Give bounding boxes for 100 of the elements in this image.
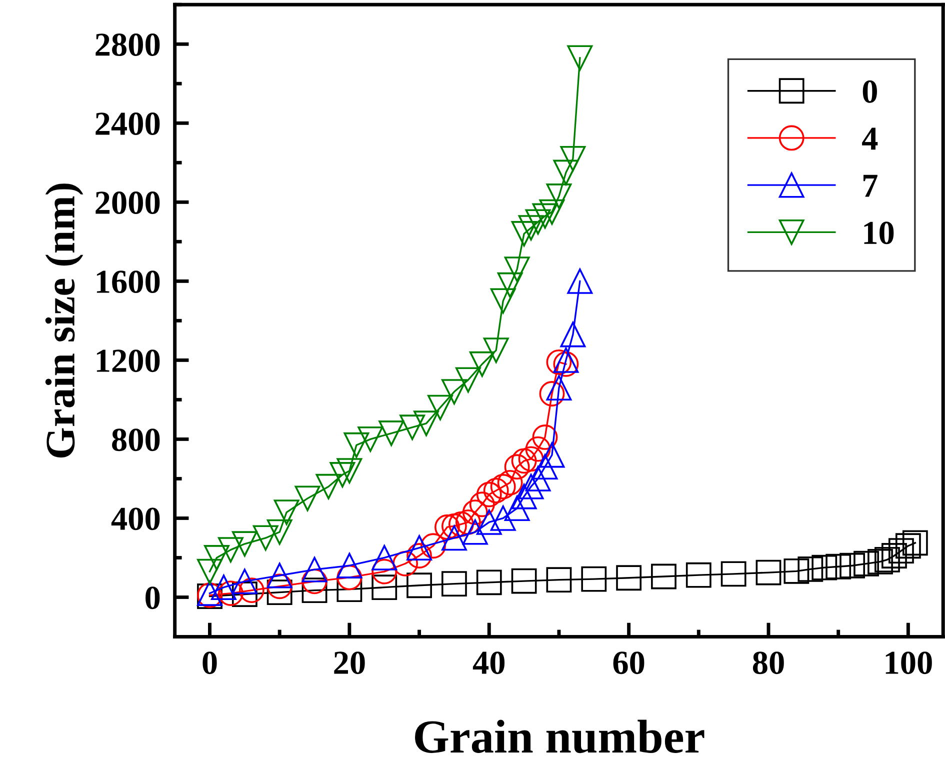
x-tick-label: 80	[752, 652, 784, 674]
point	[539, 199, 565, 225]
point	[294, 486, 320, 512]
point	[518, 474, 544, 500]
point	[476, 509, 502, 535]
point	[902, 530, 928, 556]
point	[400, 414, 426, 440]
point	[882, 543, 907, 568]
point	[232, 582, 258, 607]
x-tick-label: 0	[202, 652, 217, 674]
point	[406, 535, 432, 561]
point	[462, 519, 488, 545]
point	[434, 514, 460, 540]
point	[490, 474, 516, 500]
x-tick-label: 20	[334, 652, 365, 674]
point	[441, 571, 467, 596]
point	[532, 203, 558, 229]
point	[798, 556, 824, 582]
point	[441, 525, 467, 551]
point	[266, 580, 292, 605]
point	[455, 367, 481, 393]
point	[441, 513, 467, 539]
y-tick-label: 1600	[96, 270, 160, 294]
point	[525, 436, 551, 462]
point	[336, 458, 362, 484]
point	[518, 446, 544, 472]
point	[518, 215, 544, 241]
point	[651, 564, 676, 590]
point	[511, 484, 537, 510]
y-axis-title: Grain size (nm)	[45, 184, 84, 458]
point	[232, 531, 258, 557]
point	[441, 379, 467, 404]
point	[720, 561, 746, 587]
point	[525, 466, 551, 492]
point	[497, 272, 523, 298]
point	[344, 432, 370, 458]
x-axis-title: Grain number	[415, 720, 704, 754]
point	[874, 546, 900, 572]
point	[336, 552, 362, 578]
x-tick-label: 100	[886, 652, 932, 674]
point	[616, 565, 642, 591]
point	[868, 548, 893, 574]
point	[252, 525, 278, 551]
legend-label: 4	[862, 128, 878, 150]
point	[560, 146, 586, 172]
point	[567, 45, 593, 71]
point	[504, 256, 530, 282]
point	[490, 288, 516, 314]
y-tick-label: 0	[146, 586, 160, 610]
legend-label: 0	[862, 80, 877, 103]
point	[546, 349, 572, 375]
point	[812, 554, 838, 580]
y-tick-label: 2000	[96, 192, 160, 214]
point	[511, 448, 537, 474]
point	[546, 375, 572, 401]
y-tick-label: 2400	[96, 112, 160, 136]
point	[330, 462, 356, 488]
point	[372, 545, 398, 570]
point	[372, 574, 398, 600]
point	[476, 570, 502, 596]
point	[232, 568, 258, 594]
point	[218, 580, 244, 606]
point	[511, 221, 537, 246]
point	[895, 533, 921, 559]
point	[392, 550, 418, 576]
point	[840, 552, 866, 578]
point	[211, 574, 236, 600]
point	[302, 578, 328, 604]
point	[525, 209, 551, 235]
point	[406, 572, 432, 598]
y-tick-label: 400	[111, 508, 160, 530]
point	[378, 420, 404, 446]
point	[497, 470, 523, 496]
point	[553, 160, 579, 186]
point	[218, 537, 244, 563]
point	[414, 410, 439, 436]
point	[888, 538, 914, 564]
point	[539, 381, 565, 406]
point	[448, 511, 474, 537]
point	[420, 533, 446, 559]
point	[428, 394, 453, 420]
point	[553, 347, 579, 373]
point	[546, 567, 572, 593]
point	[204, 545, 230, 570]
point	[511, 568, 537, 594]
point	[238, 578, 264, 604]
point	[504, 496, 530, 522]
point	[490, 506, 516, 531]
point	[546, 184, 572, 209]
point	[266, 562, 292, 588]
point	[784, 558, 810, 584]
point	[316, 474, 342, 500]
point	[483, 478, 509, 504]
point	[462, 500, 488, 525]
point	[274, 500, 300, 525]
point	[532, 424, 558, 450]
point	[476, 482, 502, 508]
point	[302, 556, 328, 582]
point	[372, 558, 398, 584]
point	[302, 568, 328, 594]
